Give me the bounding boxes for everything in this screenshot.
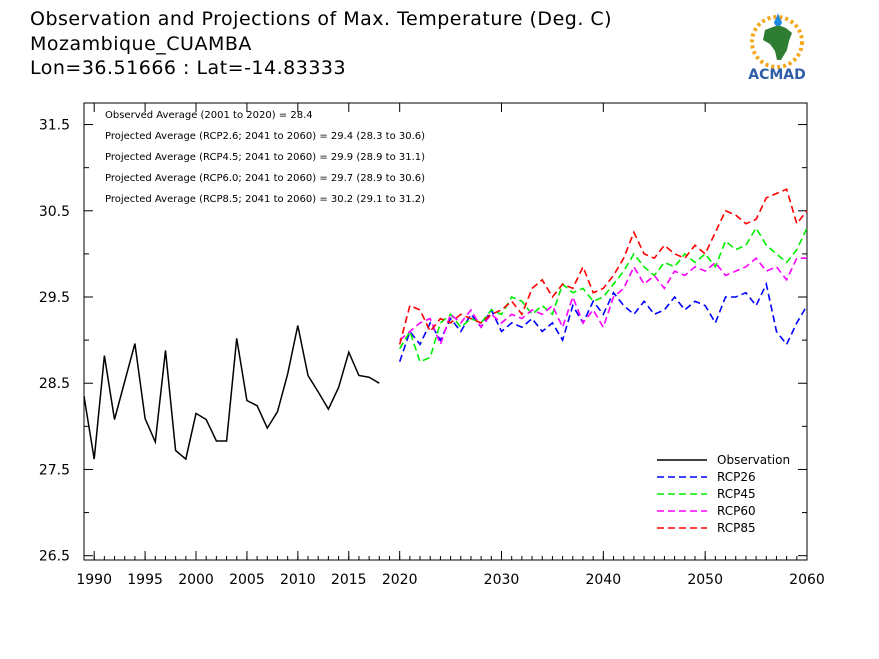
average-annotation: Projected Average (RCP4.5; 2041 to 2060)…	[105, 152, 425, 163]
average-annotation: Projected Average (RCP8.5; 2041 to 2060)…	[105, 194, 425, 205]
x-tick-label: 2000	[178, 572, 214, 588]
plot-frame	[83, 102, 808, 561]
series-line-rcp26	[398, 281, 808, 362]
x-tick-label: 2050	[687, 572, 723, 588]
series-line-rcp45	[399, 226, 808, 363]
legend-label-rcp45: RCP45	[717, 487, 756, 501]
x-tick-label: 2030	[484, 572, 520, 588]
x-tick-label: 2060	[789, 572, 825, 588]
y-tick-label: 29.5	[39, 290, 70, 306]
legend-label-rcp85: RCP85	[717, 521, 756, 535]
series-layer	[83, 188, 808, 461]
x-tick-label: 1990	[76, 572, 112, 588]
average-annotation: Projected Average (RCP6.0; 2041 to 2060)…	[105, 173, 425, 184]
average-annotation: Projected Average (RCP2.6; 2041 to 2060)…	[105, 131, 425, 142]
x-tick-label: 2010	[280, 572, 316, 588]
y-tick-label: 27.5	[39, 462, 70, 478]
x-tick-label: 2015	[331, 572, 367, 588]
y-tick-label: 30.5	[39, 204, 70, 220]
x-tick-label: 2005	[229, 572, 265, 588]
axis-ticks: 26.5 27.5 28.5 29.5 30.5 31.5 1990 1995 2000 2005…	[39, 103, 825, 588]
legend: Observation RCP26 RCP45 RCP60 RCP85	[657, 453, 790, 535]
x-tick-label: 2040	[586, 572, 622, 588]
chart-title: Observation and Projections of Max. Temp…	[30, 8, 613, 30]
y-tick-label: 31.5	[39, 118, 70, 134]
acmad-africa-logo-icon	[750, 13, 804, 69]
coordinates-label: Lon=36.51666 : Lat=-14.83333	[30, 57, 347, 79]
legend-label-rcp60: RCP60	[717, 504, 756, 518]
y-tick-label: 26.5	[39, 549, 70, 565]
x-tick-label: 1995	[127, 572, 163, 588]
x-tick-label: 2020	[382, 572, 418, 588]
legend-label-rcp26: RCP26	[717, 470, 756, 484]
series-line-rcp60	[399, 257, 807, 347]
logo-text: ACMAD	[748, 67, 806, 83]
legend-label-observation: Observation	[717, 453, 790, 467]
series-line-rcp85	[398, 188, 808, 345]
annotations: Observed Average (2001 to 2020) = 28.4 Pr…	[105, 110, 425, 205]
series-line-observation	[83, 325, 380, 461]
station-name: Mozambique_CUAMBA	[30, 33, 252, 55]
y-tick-label: 28.5	[39, 376, 70, 392]
acmad-logo: ACMAD	[748, 13, 806, 83]
average-annotation: Observed Average (2001 to 2020) = 28.4	[105, 110, 313, 121]
